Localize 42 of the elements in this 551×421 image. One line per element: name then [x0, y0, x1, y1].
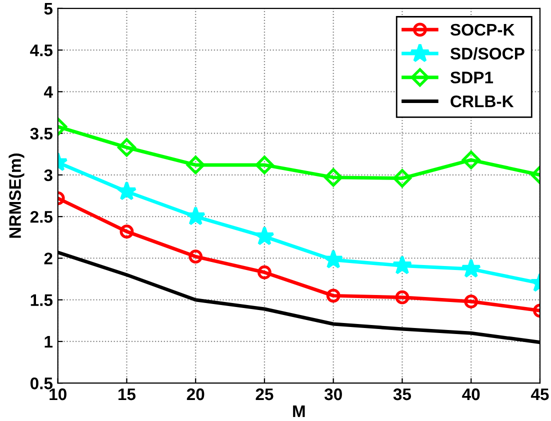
- point: [188, 250, 203, 264]
- x-tick-label: 35: [393, 388, 412, 400]
- legend-label: SOCP-K: [450, 24, 515, 36]
- legend-label: CRLB-K: [450, 95, 514, 108]
- point: [323, 249, 344, 269]
- x-tick-label: 40: [462, 388, 480, 400]
- legend-label: SD/SOCP: [450, 47, 524, 60]
- point: [116, 181, 137, 200]
- y-tick-label: 4.5: [30, 44, 53, 56]
- point: [462, 150, 480, 170]
- x-tick-label: 15: [118, 388, 136, 400]
- x-tick-label: 20: [186, 388, 204, 400]
- y-tick-label: 0.5: [30, 378, 53, 390]
- point: [392, 255, 412, 274]
- y-tick-label: 4: [44, 86, 53, 98]
- point: [392, 169, 412, 188]
- point: [258, 265, 272, 280]
- point: [186, 156, 205, 174]
- y-tick-label: 5: [44, 2, 53, 15]
- point: [186, 206, 206, 226]
- point: [461, 258, 482, 278]
- x-axis-title: M: [293, 406, 305, 417]
- x-tick-label: 10: [50, 388, 66, 400]
- y-tick-label: 1.5: [30, 294, 53, 306]
- point: [254, 226, 274, 246]
- y-tick-label: 3.5: [30, 128, 53, 140]
- point: [395, 290, 410, 304]
- point: [326, 288, 340, 303]
- point: [117, 138, 136, 157]
- point: [464, 294, 478, 308]
- y-tick-label: 3: [44, 169, 52, 182]
- legend-label: SDP1: [450, 72, 494, 84]
- y-tick-label: 1: [44, 336, 53, 348]
- x-tick-label: 25: [256, 388, 274, 400]
- x-tick-label: 45: [530, 388, 549, 400]
- y-tick-label: 2: [44, 252, 52, 264]
- y-axis-title: NRMSE(m): [8, 154, 24, 238]
- x-tick-label: 30: [324, 388, 342, 400]
- point: [324, 168, 343, 187]
- y-tick-label: 2.5: [30, 210, 53, 223]
- point: [120, 224, 134, 239]
- point: [255, 156, 274, 174]
